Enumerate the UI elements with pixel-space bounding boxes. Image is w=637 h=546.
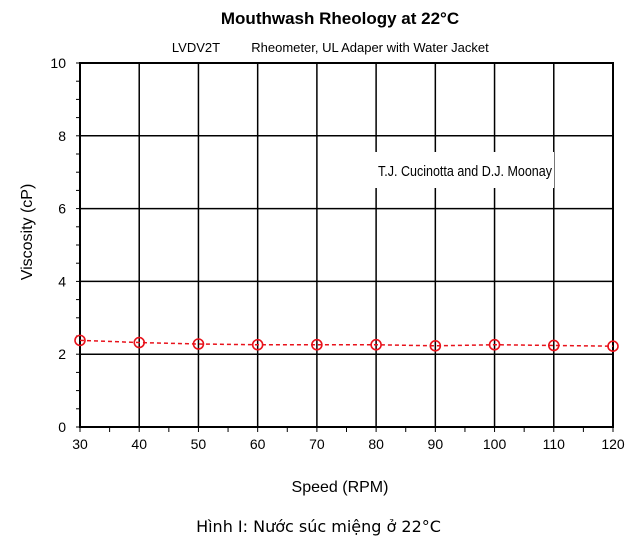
- y-axis-label: Viscosity (cP): [19, 184, 36, 281]
- figure-caption: Hình I: Nước súc miệng ở 22°C: [196, 517, 441, 536]
- data-point: [488, 338, 501, 351]
- chart-title: Mouthwash Rheology at 22°C: [221, 9, 459, 28]
- y-tick-label: 8: [58, 128, 66, 144]
- x-axis-ticks: 30 40 50 60 70 80 90 100 110 120: [72, 436, 625, 452]
- y-tick-label: 4: [58, 273, 66, 289]
- x-tick-label: 40: [131, 436, 147, 452]
- data-point: [311, 338, 323, 351]
- series-layer: [74, 334, 619, 352]
- author-annotation: T.J. Cucinotta and D.J. Moonay: [378, 163, 552, 180]
- x-axis-label: Speed (RPM): [292, 479, 389, 496]
- x-tick-label: 110: [543, 436, 566, 452]
- x-tick-label: 100: [483, 436, 507, 452]
- y-tick-label: 6: [58, 201, 66, 217]
- data-point: [192, 338, 205, 350]
- y-tick-label: 10: [50, 55, 66, 71]
- x-tick-label: 60: [250, 436, 266, 452]
- chart-subtitle: Rheometer, UL Adaper with Water Jacket: [251, 40, 489, 55]
- data-point: [370, 338, 382, 351]
- y-tick-label: 0: [58, 419, 66, 435]
- x-tick-label: 70: [309, 436, 325, 452]
- x-tick-label: 30: [72, 436, 88, 452]
- data-point: [133, 336, 146, 349]
- data-point: [607, 340, 619, 352]
- x-tick-label: 50: [191, 436, 207, 452]
- data-point: [251, 338, 264, 351]
- series-line: [79, 339, 614, 347]
- annotation-box: [372, 152, 554, 188]
- data-point: [547, 339, 560, 352]
- grid: [76, 62, 614, 432]
- x-tick-label: 120: [601, 436, 625, 452]
- y-tick-label: 2: [58, 346, 66, 362]
- y-axis-ticks: 0 2 4 6 8 10: [50, 55, 66, 435]
- x-tick-label: 90: [428, 436, 444, 452]
- data-point: [429, 340, 442, 352]
- viscosity-chart: Mouthwash Rheology at 22°C LVDV2T Rheome…: [19, 9, 625, 496]
- x-tick-label: 80: [368, 436, 384, 452]
- data-point: [74, 334, 86, 347]
- instrument-label: LVDV2T: [172, 40, 220, 55]
- plot-frame: [79, 62, 614, 428]
